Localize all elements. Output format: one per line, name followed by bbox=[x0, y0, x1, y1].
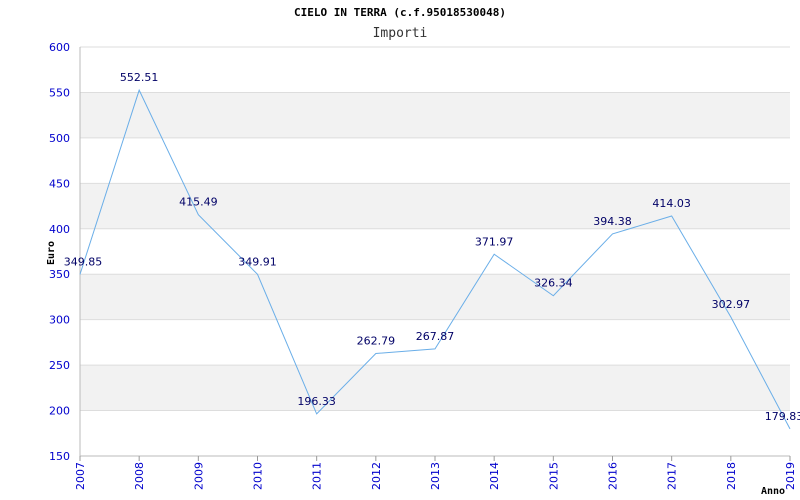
x-tick-label: 2011 bbox=[311, 462, 324, 490]
x-tick-label: 2008 bbox=[133, 462, 146, 490]
y-tick-label: 400 bbox=[49, 223, 70, 236]
series-line-path bbox=[79, 88, 791, 430]
data-label: 415.49 bbox=[179, 196, 218, 209]
data-label: 371.97 bbox=[475, 235, 514, 248]
x-tick-label: 2015 bbox=[547, 462, 560, 490]
data-label: 196.33 bbox=[297, 395, 336, 408]
x-tick-label: 2018 bbox=[725, 462, 738, 490]
gridlines bbox=[80, 46, 790, 457]
data-labels: 349.85 552.51 415.49 349.91 196.33 262.79 267.… bbox=[64, 71, 800, 423]
y-tick-label: 250 bbox=[49, 359, 70, 372]
y-tick-label: 550 bbox=[49, 86, 70, 99]
data-label: 267.87 bbox=[416, 330, 455, 343]
data-label: 414.03 bbox=[652, 197, 691, 210]
y-tick-label: 150 bbox=[49, 450, 70, 463]
chart-title: CIELO IN TERRA (c.f.95018530048) bbox=[294, 6, 506, 19]
axes bbox=[79, 47, 791, 461]
data-label: 179.83 bbox=[765, 410, 800, 423]
data-label: 349.85 bbox=[64, 255, 103, 268]
x-tick-labels: 2007 2008 2009 2010 2011 2012 2013 2014 2015 2016… bbox=[74, 462, 797, 490]
x-tick-label: 2014 bbox=[488, 462, 501, 490]
y-tick-label: 450 bbox=[49, 177, 70, 190]
x-tick-label: 2012 bbox=[370, 462, 383, 490]
x-tick-label: 2019 bbox=[784, 462, 797, 490]
y-tick-label: 500 bbox=[49, 132, 70, 145]
y-tick-label: 600 bbox=[49, 41, 70, 54]
series-line bbox=[79, 88, 791, 430]
grid-band bbox=[80, 274, 790, 320]
y-tick-label: 350 bbox=[49, 268, 70, 281]
x-tick-label: 2016 bbox=[607, 462, 620, 490]
x-axis-label: Anno bbox=[761, 486, 785, 497]
chart-subtitle: Importi bbox=[373, 26, 428, 41]
data-label: 349.91 bbox=[238, 255, 277, 268]
x-tick-label: 2013 bbox=[429, 462, 442, 490]
data-label: 326.34 bbox=[534, 277, 573, 290]
data-label: 394.38 bbox=[593, 215, 632, 228]
grid-band bbox=[80, 183, 790, 229]
y-axis-label: Euro bbox=[46, 241, 57, 265]
x-tick-label: 2017 bbox=[666, 462, 679, 490]
background-bands bbox=[80, 92, 790, 411]
y-tick-label: 200 bbox=[49, 405, 70, 418]
x-tick-label: 2009 bbox=[192, 462, 205, 490]
data-label: 262.79 bbox=[357, 334, 396, 347]
grid-band bbox=[80, 92, 790, 138]
y-tick-label: 300 bbox=[49, 314, 70, 327]
x-tick-label: 2010 bbox=[252, 462, 265, 490]
y-tick-labels: 150 200 250 300 350 400 450 500 550 600 bbox=[49, 41, 70, 463]
x-tick-label: 2007 bbox=[74, 462, 87, 490]
grid-band bbox=[80, 365, 790, 411]
data-label: 552.51 bbox=[120, 71, 159, 84]
data-label: 302.97 bbox=[712, 298, 751, 311]
